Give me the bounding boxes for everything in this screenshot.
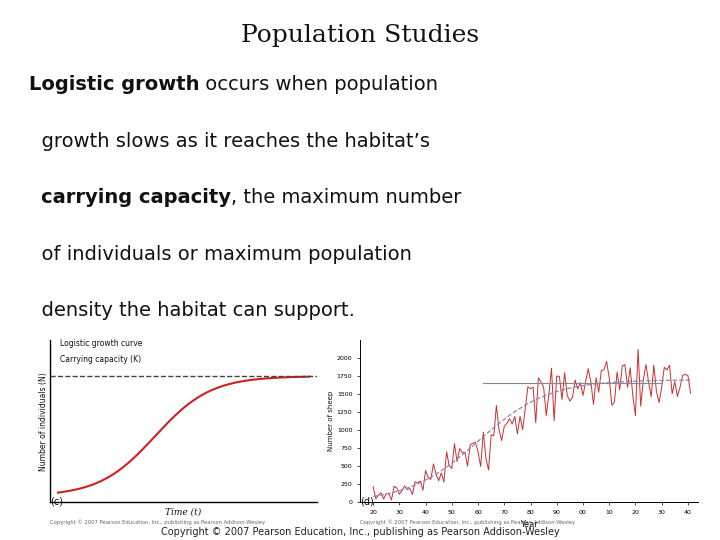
X-axis label: Year: Year [521, 521, 538, 529]
Text: Copyright © 2007 Pearson Education, Inc., publishing as Pearson Addison-Wesley: Copyright © 2007 Pearson Education, Inc.… [360, 519, 575, 525]
Text: density the habitat can support.: density the habitat can support. [29, 301, 355, 320]
Y-axis label: Number of sheep: Number of sheep [328, 391, 334, 451]
Text: Carrying capacity (K): Carrying capacity (K) [60, 355, 141, 364]
Text: (c): (c) [50, 497, 63, 507]
Text: Copyright © 2007 Pearson Education, Inc., publishing as Pearson Addison-Wesley: Copyright © 2007 Pearson Education, Inc.… [50, 519, 266, 525]
X-axis label: Time (t): Time (t) [166, 508, 202, 517]
Text: Copyright © 2007 Pearson Education, Inc., publishing as Pearson Addison-Wesley: Copyright © 2007 Pearson Education, Inc.… [161, 527, 559, 537]
Text: Population Studies: Population Studies [241, 24, 479, 48]
Text: of individuals or maximum population: of individuals or maximum population [29, 245, 412, 264]
Text: , the maximum number: , the maximum number [231, 188, 462, 207]
Text: growth slows as it reaches the habitat’s: growth slows as it reaches the habitat’s [29, 132, 430, 151]
Text: (d): (d) [360, 497, 374, 507]
Y-axis label: Number of individuals (N): Number of individuals (N) [39, 372, 48, 470]
Text: Logistic growth curve: Logistic growth curve [60, 339, 143, 348]
Text: carrying capacity: carrying capacity [41, 188, 231, 207]
Text: occurs when population: occurs when population [199, 76, 438, 94]
Text: Logistic growth: Logistic growth [29, 76, 199, 94]
